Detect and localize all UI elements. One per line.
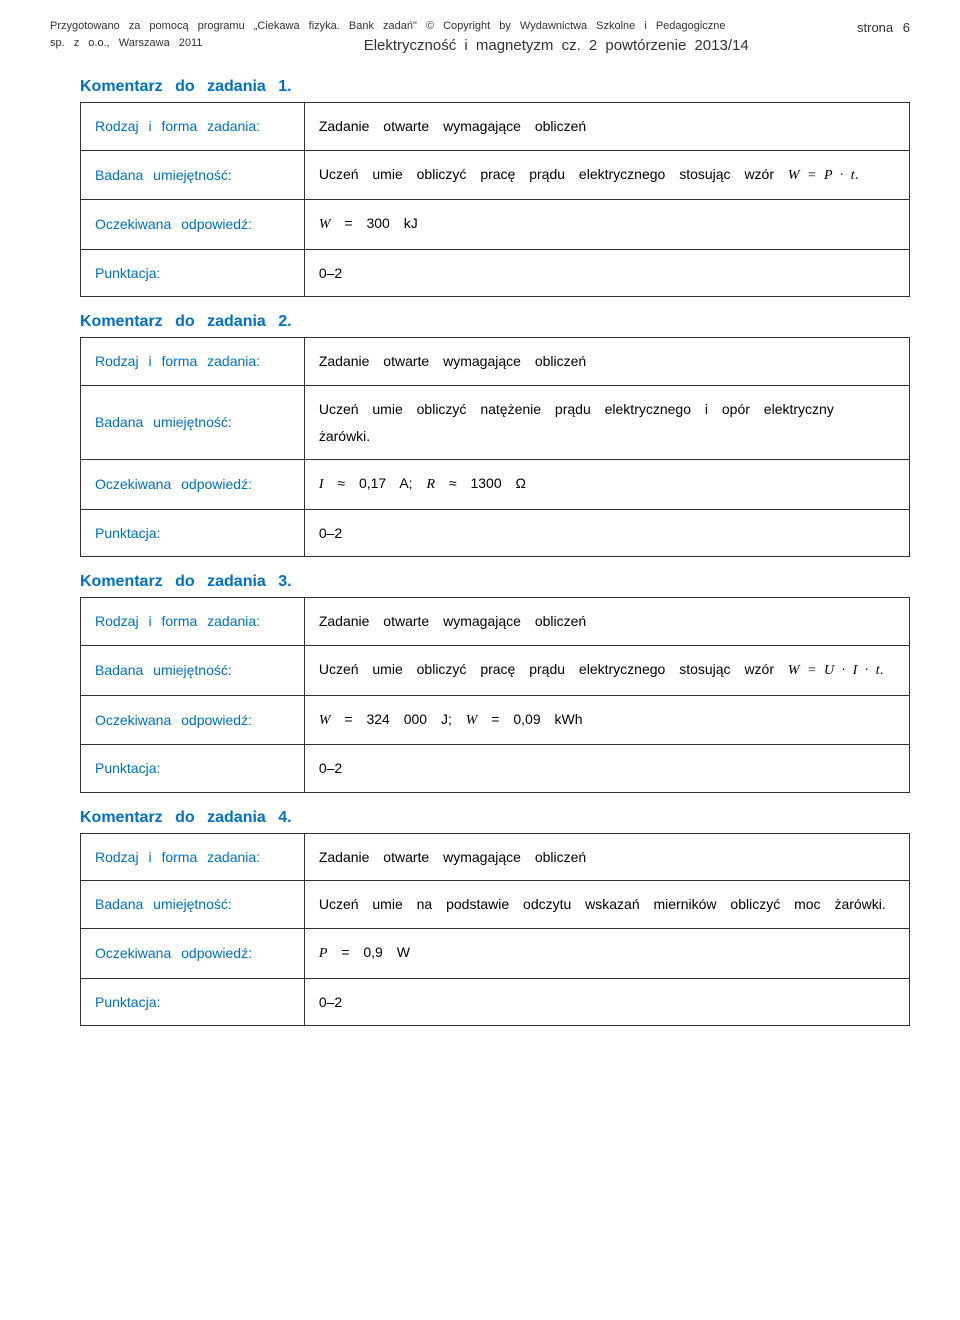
value-oczekiwana: W = 324 000 J; W = 0,09 kWh — [304, 695, 909, 745]
label-punktacja: Punktacja: — [81, 249, 305, 297]
comment-title-4: Komentarz do zadania 4. — [80, 809, 910, 827]
value-badana: Uczeń umie obliczyć pracę prądu elektryc… — [304, 645, 909, 695]
value-oczekiwana: W = 300 kJ — [304, 200, 909, 250]
label-oczekiwana: Oczekiwana odpowiedź: — [81, 200, 305, 250]
label-rodzaj: Rodzaj i forma zadania: — [81, 833, 305, 881]
task-table-4: Rodzaj i forma zadania: Zadanie otwarte … — [80, 833, 910, 1026]
value-rodzaj: Zadanie otwarte wymagające obliczeń — [304, 833, 909, 881]
label-punktacja: Punktacja: — [81, 509, 305, 557]
task-table-1: Rodzaj i forma zadania: Zadanie otwarte … — [80, 102, 910, 297]
value-punktacja: 0–2 — [304, 509, 909, 557]
comment-title-1: Komentarz do zadania 1. — [80, 78, 910, 96]
value-punktacja: 0–2 — [304, 745, 909, 793]
table-row: Rodzaj i forma zadania: Zadanie otwarte … — [81, 103, 910, 151]
table-row: Oczekiwana odpowiedź: W = 324 000 J; W =… — [81, 695, 910, 745]
table-row: Punktacja: 0–2 — [81, 745, 910, 793]
header-credit: Przygotowano za pomocą programu „Ciekawa… — [50, 20, 837, 32]
table-row: Badana umiejętność: Uczeń umie na podsta… — [81, 881, 910, 929]
page-subheader: sp. z o.o., Warszawa 2011 Elektryczność … — [50, 37, 910, 54]
label-badana: Badana umiejętność: — [81, 881, 305, 929]
table-row: Oczekiwana odpowiedź: P = 0,9 W — [81, 928, 910, 978]
label-rodzaj: Rodzaj i forma zadania: — [81, 598, 305, 646]
table-row: Punktacja: 0–2 — [81, 978, 910, 1026]
value-punktacja: 0–2 — [304, 978, 909, 1026]
table-row: Rodzaj i forma zadania: Zadanie otwarte … — [81, 598, 910, 646]
value-oczekiwana: I ≈ 0,17 A; R ≈ 1300 Ω — [304, 460, 909, 510]
task-table-2: Rodzaj i forma zadania: Zadanie otwarte … — [80, 337, 910, 557]
label-punktacja: Punktacja: — [81, 978, 305, 1026]
label-rodzaj: Rodzaj i forma zadania: — [81, 103, 305, 151]
value-badana: Uczeń umie obliczyć natężenie prądu elek… — [304, 385, 909, 459]
value-rodzaj: Zadanie otwarte wymagające obliczeń — [304, 598, 909, 646]
main-content: Komentarz do zadania 1. Rodzaj i forma z… — [50, 78, 910, 1026]
comment-title-2: Komentarz do zadania 2. — [80, 313, 910, 331]
value-badana: Uczeń umie obliczyć pracę prądu elektryc… — [304, 150, 909, 200]
header-publisher: sp. z o.o., Warszawa 2011 — [50, 37, 202, 54]
table-row: Oczekiwana odpowiedź: W = 300 kJ — [81, 200, 910, 250]
value-badana: Uczeń umie na podstawie odczytu wskazań … — [304, 881, 909, 929]
label-oczekiwana: Oczekiwana odpowiedź: — [81, 928, 305, 978]
label-punktacja: Punktacja: — [81, 745, 305, 793]
table-row: Badana umiejętność: Uczeń umie obliczyć … — [81, 645, 910, 695]
page-number: strona 6 — [857, 20, 910, 35]
label-badana: Badana umiejętność: — [81, 385, 305, 459]
label-oczekiwana: Oczekiwana odpowiedź: — [81, 695, 305, 745]
table-row: Oczekiwana odpowiedź: I ≈ 0,17 A; R ≈ 13… — [81, 460, 910, 510]
label-badana: Badana umiejętność: — [81, 150, 305, 200]
table-row: Rodzaj i forma zadania: Zadanie otwarte … — [81, 833, 910, 881]
value-rodzaj: Zadanie otwarte wymagające obliczeń — [304, 103, 909, 151]
table-row: Badana umiejętność: Uczeń umie obliczyć … — [81, 150, 910, 200]
value-rodzaj: Zadanie otwarte wymagające obliczeń — [304, 338, 909, 386]
table-row: Punktacja: 0–2 — [81, 249, 910, 297]
label-oczekiwana: Oczekiwana odpowiedź: — [81, 460, 305, 510]
page-header: Przygotowano za pomocą programu „Ciekawa… — [50, 20, 910, 35]
task-table-3: Rodzaj i forma zadania: Zadanie otwarte … — [80, 597, 910, 792]
header-subject: Elektryczność i magnetyzm cz. 2 powtórze… — [202, 37, 910, 54]
label-badana: Badana umiejętność: — [81, 645, 305, 695]
value-oczekiwana: P = 0,9 W — [304, 928, 909, 978]
table-row: Badana umiejętność: Uczeń umie obliczyć … — [81, 385, 910, 459]
comment-title-3: Komentarz do zadania 3. — [80, 573, 910, 591]
label-rodzaj: Rodzaj i forma zadania: — [81, 338, 305, 386]
table-row: Punktacja: 0–2 — [81, 509, 910, 557]
table-row: Rodzaj i forma zadania: Zadanie otwarte … — [81, 338, 910, 386]
value-punktacja: 0–2 — [304, 249, 909, 297]
